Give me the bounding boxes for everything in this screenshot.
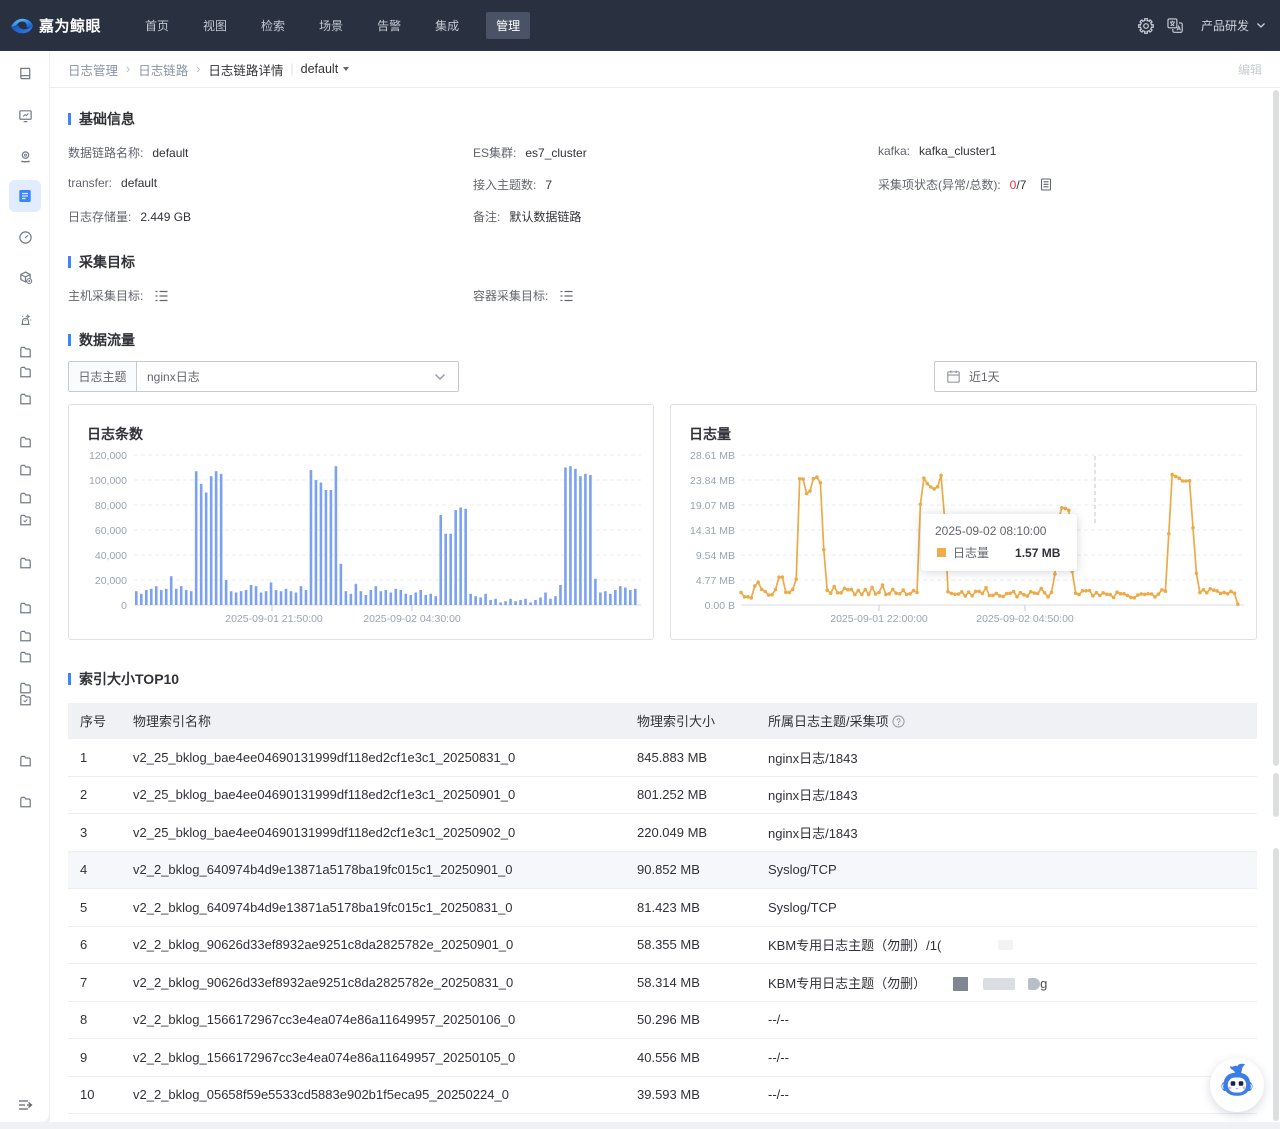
svg-text:80,000: 80,000 [95,500,127,512]
svg-text:9.54 MB: 9.54 MB [696,550,735,562]
svg-text:40,000: 40,000 [95,550,127,562]
svg-text:23.84 MB: 23.84 MB [690,475,735,487]
svg-text:2025-09-01 21:50:00: 2025-09-01 21:50:00 [225,613,323,625]
svg-text:60,000: 60,000 [95,525,127,537]
svg-text:120,000: 120,000 [89,450,127,462]
svg-text:14.31 MB: 14.31 MB [690,525,735,537]
svg-text:28.61 MB: 28.61 MB [690,450,735,462]
svg-text:100,000: 100,000 [89,475,127,487]
svg-text:2025-09-02 04:30:00: 2025-09-02 04:30:00 [363,613,461,625]
svg-text:0: 0 [121,600,127,612]
svg-text:2025-09-02 04:50:00: 2025-09-02 04:50:00 [976,613,1074,625]
svg-text:20,000: 20,000 [95,575,127,587]
svg-text:2025-09-01 22:00:00: 2025-09-01 22:00:00 [830,613,928,625]
svg-text:19.07 MB: 19.07 MB [690,500,735,512]
svg-text:4.77 MB: 4.77 MB [696,575,735,587]
svg-text:0.00 B: 0.00 B [705,600,735,612]
